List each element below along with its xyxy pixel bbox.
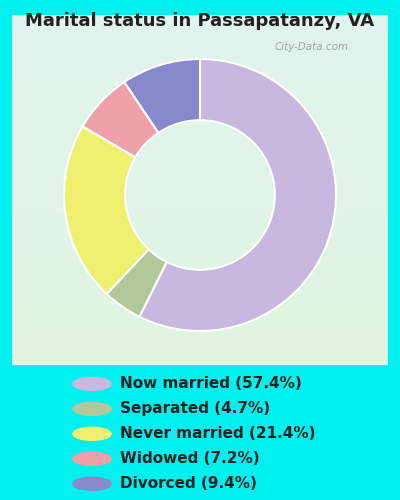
Text: Divorced (9.4%): Divorced (9.4%) [120,476,257,492]
Text: City-Data.com: City-Data.com [275,42,349,52]
Circle shape [73,402,111,415]
Wedge shape [140,59,336,331]
Circle shape [73,452,111,466]
Circle shape [73,428,111,440]
Wedge shape [64,126,149,294]
Wedge shape [107,250,167,317]
Text: Widowed (7.2%): Widowed (7.2%) [120,452,260,466]
Text: Marital status in Passapatanzy, VA: Marital status in Passapatanzy, VA [26,12,374,30]
Text: Now married (57.4%): Now married (57.4%) [120,376,302,392]
Text: Never married (21.4%): Never married (21.4%) [120,426,316,442]
Text: Separated (4.7%): Separated (4.7%) [120,402,270,416]
Wedge shape [82,82,158,158]
Circle shape [73,378,111,390]
Wedge shape [124,59,200,133]
Circle shape [73,478,111,490]
